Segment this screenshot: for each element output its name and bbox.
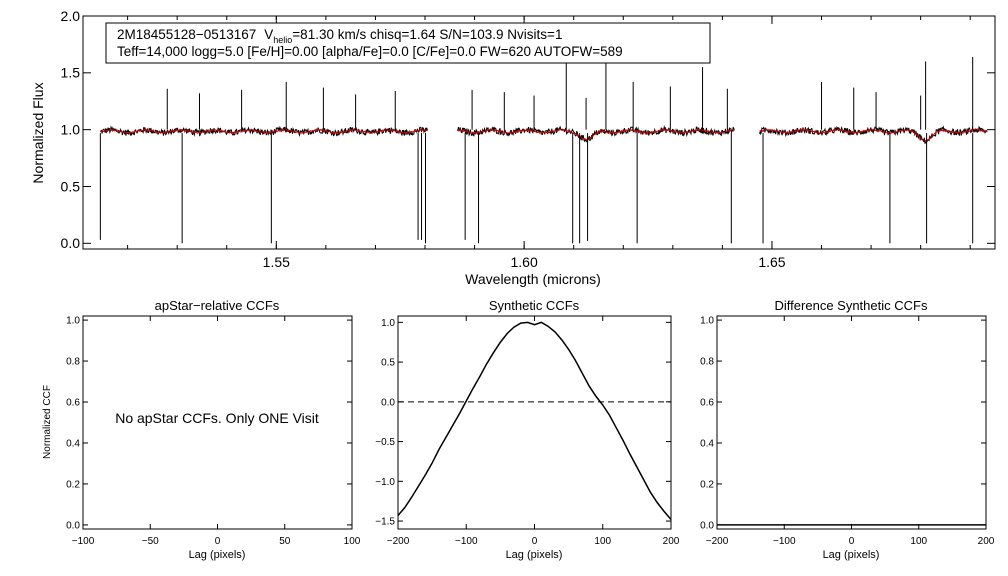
spectrum-y-axis-label: Normalized Flux [30, 82, 46, 183]
x-tick-label: −100 [455, 536, 478, 547]
y-tick-label: 0.6 [700, 398, 714, 409]
y-tick-label: 0.5 [381, 358, 395, 369]
y-tick-label: 0.6 [66, 398, 80, 409]
difference-ccf-panel: −200 −100 0 100 200 0.0 0.2 0.4 0.6 0.8 1.0 Differ… [700, 298, 995, 561]
apstar-ccf-panel: −100 −50 0 50 100 0.0 0.2 0.4 0.6 0.8 1.0 apStar−r… [42, 298, 361, 561]
apstar-ccf-x-axis-label: Lag (pixels) [189, 549, 246, 561]
y-tick-label: 0.8 [700, 357, 714, 368]
x-tick-label: 1.65 [758, 254, 785, 270]
star-id: 2M18455128−0513167 [117, 27, 256, 42]
x-tick-label: 0 [215, 536, 221, 547]
x-tick-label: −100 [773, 536, 796, 547]
spectrum-info-box: 2M18455128−0513167 Vhelio=81.30 km/s chis… [105, 22, 711, 64]
info-line-2: Teff=14,000 logg=5.0 [Fe/H]=0.00 [alpha/… [117, 44, 623, 59]
y-tick-label: 1.0 [61, 122, 81, 138]
no-ccf-annotation: No apStar CCFs. Only ONE Visit [115, 410, 319, 426]
apstar-ccf-title: apStar−relative CCFs [155, 298, 280, 313]
y-tick-label: 0.2 [700, 479, 714, 490]
synthetic-ccf-plot-frame [397, 315, 672, 530]
vhelio-symbol: V [264, 27, 273, 42]
y-tick-label: 1.0 [66, 316, 80, 327]
info-line-1: 2M18455128−0513167 Vhelio=81.30 km/s chis… [117, 27, 562, 45]
synthetic-ccf-x-axis-label: Lag (pixels) [506, 549, 563, 561]
difference-ccf-title: Difference Synthetic CCFs [775, 298, 928, 313]
x-tick-label: 200 [663, 536, 680, 547]
y-tick-label: 0.4 [700, 438, 714, 449]
x-tick-label: 50 [279, 536, 291, 547]
y-tick-label: 0.8 [66, 357, 80, 368]
spectrum-plot-frame [82, 15, 996, 250]
synthetic-ccf-ticks: −200 −100 0 100 200 −1.5 −1.0 −0.5 0.0 0.5 1.0 [375, 316, 680, 547]
y-tick-label: 1.0 [381, 318, 395, 329]
difference-ccf-plot-frame [716, 315, 987, 530]
x-tick-label: −200 [387, 536, 410, 547]
x-tick-label: 1.55 [263, 254, 290, 270]
apstar-ccf-ticks: −100 −50 0 50 100 0.0 0.2 0.4 0.6 0.8 1.0 [66, 316, 361, 547]
x-tick-label: 0 [532, 536, 538, 547]
difference-ccf-ticks: −200 −100 0 100 200 0.0 0.2 0.4 0.6 0.8 1.0 [700, 316, 995, 547]
apstar-ccf-y-axis-label: Normalized CCF [42, 385, 53, 459]
y-tick-label: 0.2 [66, 479, 80, 490]
y-tick-label: 0.0 [61, 235, 81, 251]
y-tick-label: −0.5 [375, 437, 395, 448]
y-tick-label: 0.0 [66, 520, 80, 531]
y-tick-label: 0.4 [66, 438, 80, 449]
model-spectrum-segment [759, 128, 988, 142]
y-tick-label: −1.0 [375, 477, 395, 488]
spectrum-traces [99, 56, 988, 244]
x-tick-label: 100 [594, 536, 611, 547]
synthetic-ccf-plot [397, 321, 672, 520]
info-line-1-values: =81.30 km/s chisq=1.64 S/N=103.9 Nvisits… [292, 27, 562, 42]
y-tick-label: 1.5 [61, 65, 81, 81]
x-tick-label: −100 [72, 536, 95, 547]
y-tick-label: 2.0 [61, 8, 81, 24]
y-tick-label: 0.5 [61, 178, 81, 194]
synthetic-ccf-curve [397, 321, 672, 520]
spectrum-ticks: 1.55 1.60 1.65 0.0 0.5 1.0 1.5 2.0 [61, 8, 995, 270]
x-tick-label: 100 [344, 536, 361, 547]
y-tick-label: 0.0 [381, 397, 395, 408]
x-tick-label: 200 [978, 536, 995, 547]
spectrum-x-axis-label: Wavelength (microns) [465, 271, 601, 287]
vhelio-subscript: helio [273, 35, 292, 45]
x-tick-label: −50 [142, 536, 159, 547]
y-tick-label: 0.0 [700, 520, 714, 531]
difference-ccf-x-axis-label: Lag (pixels) [823, 549, 880, 561]
x-tick-label: 1.60 [511, 254, 538, 270]
x-tick-label: 100 [910, 536, 927, 547]
y-tick-label: −1.5 [375, 517, 395, 528]
x-tick-label: −200 [706, 536, 729, 547]
synthetic-ccf-panel: −200 −100 0 100 200 −1.5 −1.0 −0.5 0.0 0.5 1.0 Syn… [375, 298, 680, 561]
model-spectrum-segment [99, 128, 428, 135]
y-tick-label: 1.0 [700, 316, 714, 327]
info-box-frame [105, 22, 711, 64]
x-tick-label: 0 [849, 536, 855, 547]
spectrum-panel: 1.55 1.60 1.65 0.0 0.5 1.0 1.5 2.0 2M18455128−0… [30, 8, 996, 287]
synthetic-ccf-title: Synthetic CCFs [489, 298, 580, 313]
model-spectrum-segment [456, 128, 735, 141]
